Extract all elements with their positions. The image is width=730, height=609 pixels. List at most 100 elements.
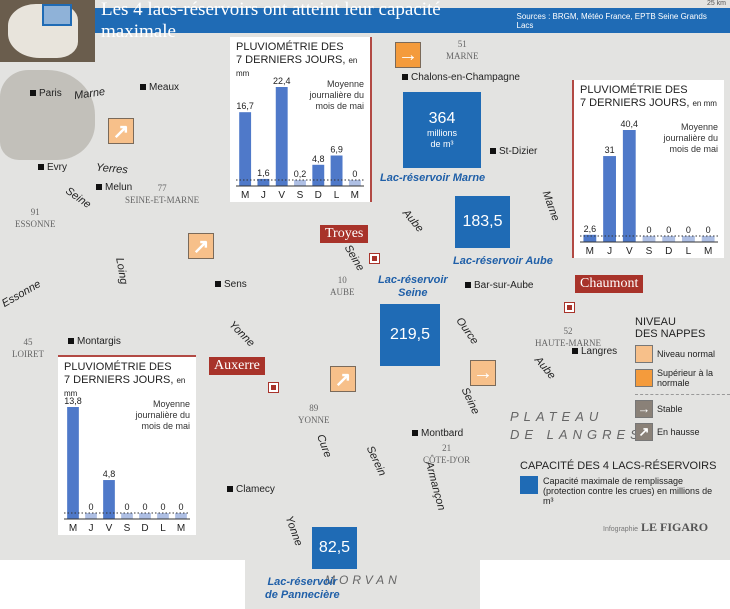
bar-value-label: 13,8 [64, 396, 82, 406]
scale-label: 25 km [706, 0, 726, 7]
river-label: Aube [531, 354, 558, 382]
reservoir-name: Lac-réservoir Seine [378, 274, 448, 299]
bar [622, 130, 636, 242]
above-swatch [635, 369, 653, 387]
bar-value-label: 0 [178, 502, 183, 512]
department-label: 51 MARNE [446, 39, 479, 61]
station-marker [268, 382, 279, 393]
page-title: Les 4 lacs-réservoirs ont atteint leur c… [101, 0, 441, 42]
city-label: Evry [38, 162, 67, 173]
day-tick-label: M [351, 190, 359, 201]
department-label: 10 AUBE [330, 275, 355, 297]
reservoir-name: Lac-réservoir Marne [380, 172, 486, 184]
reservoir-capacity-box: 364 millions de m³ [403, 92, 481, 168]
title-bar: Les 4 lacs-réservoirs ont atteint leur c… [95, 0, 730, 42]
bar-value-label: 0 [666, 225, 671, 235]
city-label: Langres [572, 346, 617, 357]
river-label: Ource [453, 315, 481, 347]
capacity-swatch [520, 476, 538, 494]
paris-urban-area [0, 70, 95, 160]
chart-legend: Moyenne journalière du mois de mai [663, 122, 718, 154]
city-label: Bar-sur-Aube [465, 280, 533, 292]
bar [139, 513, 151, 519]
bar [312, 164, 325, 186]
reservoir-value: 219,5 [389, 326, 431, 343]
reservoir-value: 82,5 [318, 539, 351, 556]
station-label-auxerre: Auxerre [209, 357, 265, 375]
bar [701, 236, 715, 242]
city-label: St-Dizier [490, 146, 537, 157]
capacity-title: CAPACITÉ DES 4 LACS-RÉSERVOIRS [520, 460, 717, 472]
bar-value-label: 1,6 [257, 168, 270, 178]
reservoir-name: Lac-réservoir de Pannecière [265, 576, 340, 601]
bar [239, 112, 252, 186]
bar [121, 513, 133, 519]
day-tick-label: L [160, 523, 166, 534]
region-label: PLATEAU DE LANGRES [510, 409, 644, 442]
bar-value-label: 4,8 [312, 154, 325, 164]
bar [662, 236, 676, 242]
city-label: Melun [96, 182, 132, 193]
bar-value-label: 0 [686, 225, 691, 235]
bar-value-label: 2,6 [584, 224, 597, 234]
day-tick-label: L [334, 190, 340, 201]
bar [603, 156, 616, 242]
bar [682, 236, 695, 242]
bar-value-label: 0,2 [294, 169, 307, 179]
bar [67, 407, 79, 519]
le-figaro-logo: LE FIGARO [641, 520, 709, 534]
day-tick-label: D [141, 523, 148, 534]
city-label: Clamecy [227, 484, 275, 495]
day-tick-label: M [241, 190, 249, 201]
station-label-troyes: Troyes [320, 225, 369, 243]
rainfall-chart-chaumont: 2,6 M 31 J 40,4 V 0 S 0 D 0 L 0 M PLUVIOMÉTRIE DES 7 … [572, 80, 724, 258]
bar [294, 180, 306, 186]
bar-value-label: 31 [605, 145, 615, 155]
reservoir-name: Lac-réservoir Aube [453, 255, 553, 267]
day-tick-label: V [626, 246, 633, 257]
city-label: Meaux [140, 82, 179, 93]
river-label: Yerres [95, 161, 129, 177]
bar-value-label: 0 [646, 225, 651, 235]
river-label: Seine [458, 385, 482, 417]
reservoir-capacity-box: 219,5 [380, 304, 440, 366]
sources: Sources : BRGM, Météo France, EPTB Seine… [516, 11, 707, 30]
station-marker [564, 302, 575, 313]
day-tick-label: M [704, 246, 712, 257]
bar [257, 178, 270, 186]
bar [275, 87, 288, 186]
capacity-legend: CAPACITÉ DES 4 LACS-RÉSERVOIRS Capacité … [520, 460, 725, 506]
legend-title: NIVEAU DES NAPPES [635, 316, 706, 340]
river-label: Yonne [282, 514, 305, 548]
river-label: Seine [63, 185, 94, 211]
legend-stable: Stable [657, 404, 683, 414]
river-label: Essonne [0, 278, 43, 310]
day-tick-label: J [607, 246, 612, 257]
bar-value-label: 0 [88, 502, 93, 512]
bar-chart: 16,7 M 1,6 J 22,4 V 0,2 S 4,8 D 6,9 L 0 M [236, 76, 364, 201]
rainfall-chart-auxerre: 13,8 M 0 J 4,8 V 0 S 0 D 0 L 0 M PLUVIOMÉTRIE DES 7 D… [58, 355, 196, 535]
rising-arrow-icon: ↗ [188, 233, 214, 259]
bar-value-label: 22,4 [273, 76, 291, 86]
groundwater-legend: NIVEAU DES NAPPES Niveau normal Supérieu… [635, 316, 730, 441]
department-label: 52 HAUTE-MARNE [535, 326, 601, 348]
bar-chart: 2,6 M 31 J 40,4 V 0 S 0 D 0 L 0 M [580, 119, 718, 257]
department-label: 21 CÔTE-D'OR [423, 443, 471, 465]
bar [583, 234, 597, 242]
bar-value-label: 0 [352, 169, 357, 179]
day-tick-label: D [315, 190, 322, 201]
day-tick-label: D [665, 246, 672, 257]
legend-normal: Niveau normal [657, 349, 716, 359]
city-label: Montargis [68, 336, 121, 347]
river-label: Yonne [226, 318, 257, 350]
city-label: Sens [215, 279, 247, 290]
department-label: 45 LOIRET [12, 337, 44, 359]
day-tick-label: M [69, 523, 77, 534]
day-tick-label: M [586, 246, 594, 257]
department-label: 77 SEINE-ET-MARNE [125, 183, 200, 205]
day-tick-label: V [106, 523, 113, 534]
city-label: Montbard [412, 428, 463, 439]
station-marker [369, 253, 380, 264]
chart-title: PLUVIOMÉTRIE DES 7 DERNIERS JOURS, en mm [580, 84, 717, 109]
